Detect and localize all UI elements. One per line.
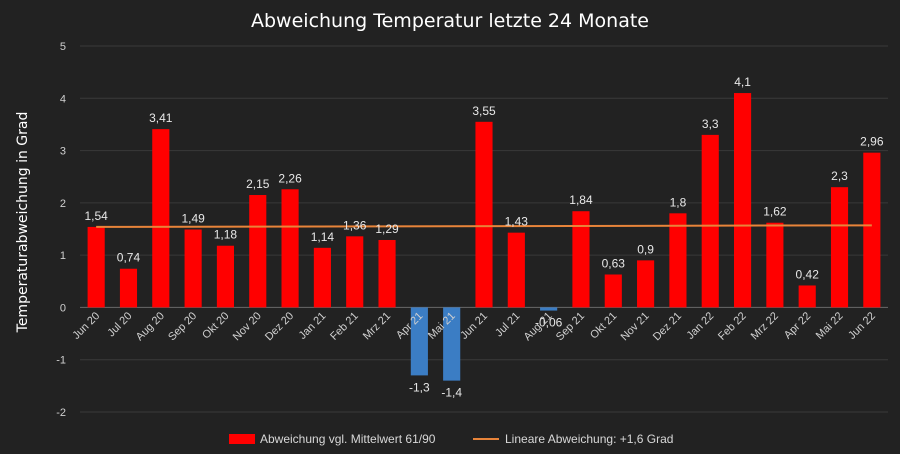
bar	[152, 129, 170, 308]
bar	[507, 232, 525, 308]
y-tick-label: -2	[56, 407, 66, 419]
data-label: 1,8	[670, 195, 687, 209]
y-tick-label: 3	[60, 146, 66, 158]
bar	[798, 285, 816, 308]
x-tick-label: Aug 20	[134, 310, 167, 343]
x-tick-label: Sep 20	[166, 310, 199, 343]
data-label: 0,9	[637, 242, 654, 256]
bar	[830, 187, 849, 308]
bar	[572, 211, 590, 308]
chart-title: Abweichung Temperatur letzte 24 Monate	[251, 10, 649, 32]
bar	[119, 268, 138, 308]
x-tick-label: Apr 22	[782, 310, 813, 341]
bar	[863, 152, 881, 308]
bar	[184, 229, 202, 308]
data-label: 2,15	[246, 177, 270, 191]
bars	[87, 93, 881, 381]
bar	[766, 222, 784, 308]
x-tick-label: Dez 20	[263, 310, 296, 343]
x-tick-label: Okt 21	[588, 310, 619, 341]
x-tick-label: Okt 20	[200, 310, 231, 341]
data-label: 1,84	[569, 193, 593, 207]
data-label: 1,43	[505, 215, 529, 229]
category-labels: Jun 20 Jul 20 Aug 20 Sep 20 Okt 20 Nov 20 Dez …	[70, 310, 878, 343]
bar	[410, 307, 428, 376]
y-tick-label: 4	[60, 93, 66, 105]
data-labels: 1,54 0,74 3,41 1,49 1,18 2,15 2,26 1,14 1,36 1,29…	[84, 75, 883, 400]
data-label: 2,96	[860, 135, 884, 149]
x-tick-label: Feb 21	[328, 310, 361, 343]
data-label: 0,63	[602, 256, 626, 270]
y-tick-label: -1	[56, 355, 66, 367]
bar	[87, 226, 105, 308]
x-tick-label: Jul 20	[105, 310, 134, 339]
data-label: 1,18	[214, 228, 238, 242]
x-tick-label: Mrz 21	[361, 310, 393, 342]
data-label: 1,54	[84, 209, 108, 223]
data-label: -1,4	[441, 386, 462, 400]
data-label: 0,42	[796, 267, 820, 281]
bar	[281, 189, 299, 308]
data-label: 3,3	[702, 117, 719, 131]
data-label: 2,26	[278, 171, 302, 185]
gridlines: -2 -1 0 1 2 3 4 5	[56, 41, 888, 419]
data-label: 1,36	[343, 218, 367, 232]
y-tick-label: 2	[60, 198, 66, 210]
legend-label-bars: Abweichung vgl. Mittelwert 61/90	[260, 432, 436, 446]
data-label: 1,14	[311, 230, 335, 244]
x-tick-label: Nov 20	[231, 310, 264, 343]
x-tick-label: Mrz 22	[749, 310, 781, 342]
bar	[443, 307, 461, 381]
bar	[604, 274, 622, 308]
x-tick-label: Jun 22	[846, 310, 878, 342]
bar	[216, 245, 235, 308]
bar	[637, 260, 655, 308]
bar	[378, 239, 396, 308]
bar	[701, 134, 719, 308]
data-label: 4,1	[734, 75, 751, 89]
data-label: 0,74	[117, 251, 141, 265]
x-tick-label: Dez 21	[651, 310, 684, 343]
data-label: 1,62	[763, 205, 787, 219]
trendline	[96, 224, 872, 228]
x-tick-label: Jan 21	[297, 310, 329, 342]
bar	[346, 236, 364, 308]
y-axis-label: Temperaturabweichung in Grad	[15, 112, 31, 334]
x-tick-label: Feb 22	[716, 310, 749, 343]
bar	[733, 93, 752, 308]
x-tick-label: Jul 21	[493, 310, 522, 339]
legend: Abweichung vgl. Mittelwert 61/90 Lineare…	[229, 432, 673, 446]
legend-label-trendline: Lineare Abweichung: +1,6 Grad	[505, 432, 673, 446]
bar	[475, 121, 493, 308]
x-tick-label: Jun 20	[70, 310, 102, 342]
data-label: -1,3	[409, 380, 430, 394]
trendline-layer	[96, 224, 872, 228]
y-tick-label: 1	[60, 250, 66, 262]
x-tick-label: Jun 21	[458, 310, 490, 342]
x-tick-label: Nov 21	[619, 310, 652, 343]
data-label: 1,49	[181, 212, 205, 226]
data-label: 2,3	[831, 169, 848, 183]
legend-swatch-bars	[229, 434, 255, 444]
data-label: 3,55	[472, 104, 496, 118]
bar	[313, 247, 331, 308]
y-tick-label: 0	[60, 302, 66, 314]
bar	[669, 213, 687, 308]
x-tick-label: Jan 22	[685, 310, 717, 342]
data-label: -0,06	[535, 316, 563, 330]
x-tick-label: Mai 22	[814, 310, 846, 342]
data-label: 3,41	[149, 111, 173, 125]
bar	[249, 195, 267, 308]
data-label: 1,29	[375, 222, 399, 236]
y-tick-label: 5	[60, 41, 66, 53]
bar	[540, 307, 558, 311]
